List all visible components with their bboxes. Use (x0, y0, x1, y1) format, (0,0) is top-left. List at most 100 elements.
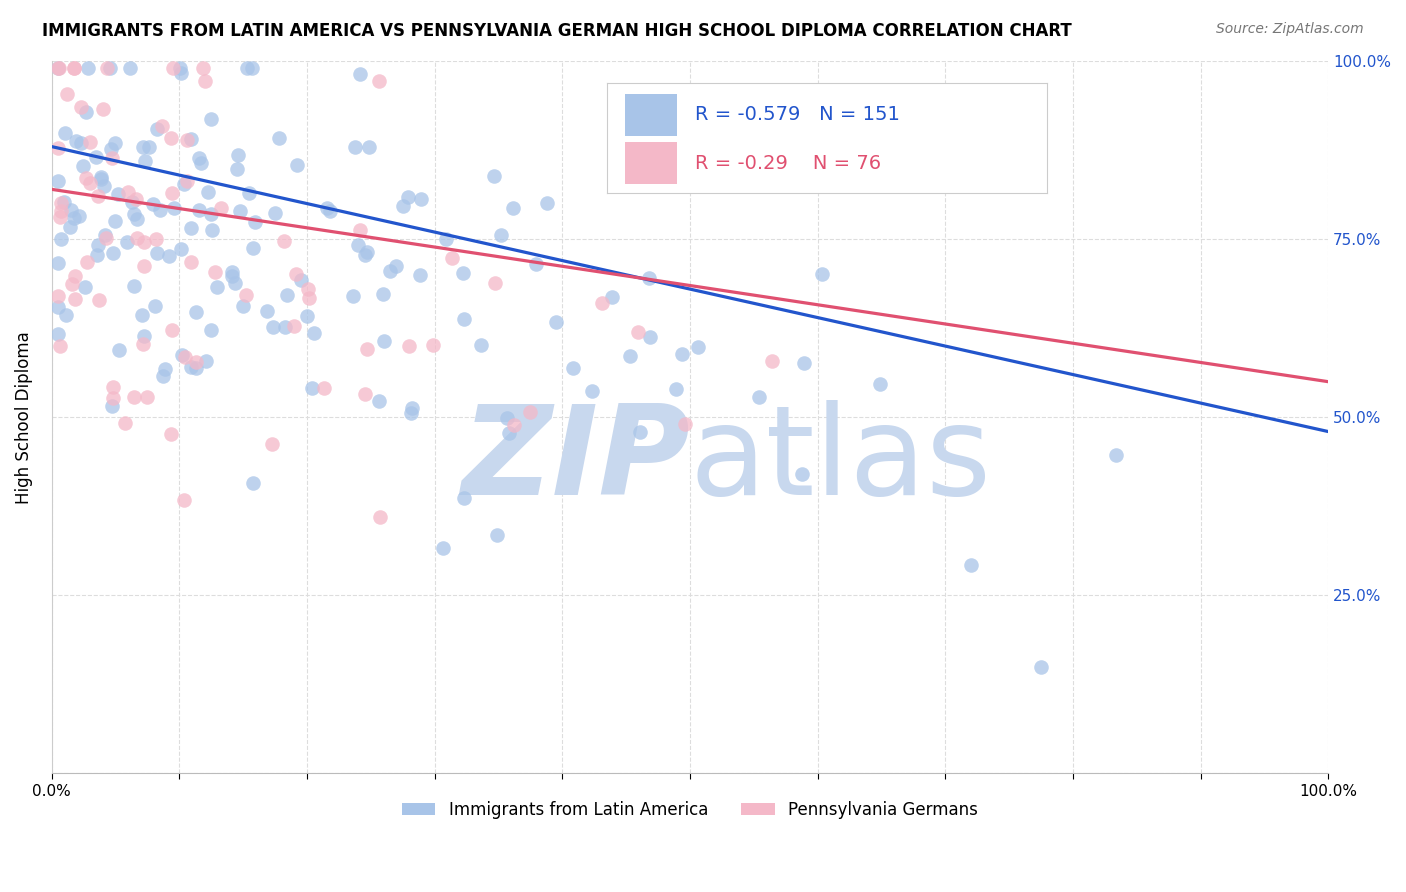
Point (349, 223, 371, 237)
Point (160, 186, 183, 200)
Point (101, 245, 124, 260)
Point (269, 131, 291, 145)
Point (484, 276, 506, 290)
Point (297, 310, 319, 324)
Point (176, 174, 198, 188)
Point (125, 211, 148, 226)
Point (180, 131, 202, 145)
Point (72, 159, 94, 173)
Point (197, 185, 219, 199)
Point (263, 205, 285, 219)
Point (135, 390, 157, 404)
Point (368, 74, 391, 88)
Point (869, 376, 891, 391)
Point (67, 209, 90, 223)
Point (162, 62, 184, 76)
Point (46, 288, 69, 302)
Point (434, 231, 457, 245)
Point (84, 150, 107, 164)
Point (761, 354, 783, 368)
Point (221, 269, 243, 284)
Point (117, 185, 139, 199)
Point (262, 437, 284, 451)
Point (118, 62, 141, 76)
Point (276, 287, 298, 301)
Point (187, 151, 209, 165)
Point (519, 405, 541, 419)
Point (453, 491, 475, 505)
Point (155, 362, 177, 376)
Point (748, 390, 770, 404)
Point (121, 195, 143, 210)
Point (298, 291, 321, 305)
Point (90, 170, 112, 185)
Point (316, 201, 339, 215)
Point (56, 87, 79, 102)
Point (627, 325, 650, 339)
Point (131, 308, 153, 322)
Point (204, 264, 226, 278)
Point (432, 541, 454, 555)
Point (101, 152, 124, 166)
Point (90, 172, 112, 186)
Point (60, 277, 83, 292)
Point (398, 189, 420, 203)
Point (87, 238, 110, 252)
Legend: Immigrants from Latin America, Pennsylvania Germans: Immigrants from Latin America, Pennsylva… (395, 794, 984, 826)
Point (297, 282, 319, 296)
Point (401, 401, 423, 416)
Point (238, 186, 260, 201)
Point (242, 241, 264, 255)
Point (188, 202, 211, 217)
Point (49, 232, 72, 246)
Point (146, 122, 169, 136)
Point (273, 234, 295, 248)
Point (163, 201, 186, 215)
Point (186, 304, 208, 318)
Point (51, 196, 73, 211)
Point (93, 178, 115, 193)
Point (145, 246, 167, 260)
Point (619, 349, 641, 363)
Point (209, 201, 232, 215)
Point (581, 384, 603, 398)
Point (180, 221, 202, 235)
Y-axis label: High School Diploma: High School Diploma (15, 331, 32, 504)
Point (86, 248, 108, 262)
Point (1105, 448, 1128, 462)
Point (485, 528, 508, 542)
Point (150, 119, 173, 133)
Point (87, 293, 110, 307)
Point (75, 171, 97, 186)
Point (132, 259, 155, 273)
Point (200, 323, 222, 337)
Point (312, 381, 335, 395)
Point (46, 256, 69, 270)
Point (122, 207, 145, 221)
Point (186, 361, 208, 376)
Point (193, 62, 215, 76)
Point (180, 255, 202, 269)
Point (201, 222, 224, 236)
Point (496, 410, 519, 425)
Point (173, 492, 195, 507)
Point (162, 322, 184, 336)
Point (176, 133, 198, 147)
Point (409, 268, 432, 282)
Point (686, 340, 709, 354)
Point (344, 140, 367, 154)
Point (290, 272, 312, 286)
Point (101, 400, 124, 414)
Text: Source: ZipAtlas.com: Source: ZipAtlas.com (1216, 22, 1364, 37)
Point (536, 196, 558, 211)
Point (392, 199, 415, 213)
Point (157, 248, 180, 262)
Point (602, 290, 624, 304)
Point (104, 136, 127, 151)
Point (79, 135, 101, 149)
Point (159, 131, 181, 145)
Point (73, 280, 96, 294)
Point (114, 416, 136, 430)
Point (354, 387, 377, 401)
Point (46, 62, 69, 76)
